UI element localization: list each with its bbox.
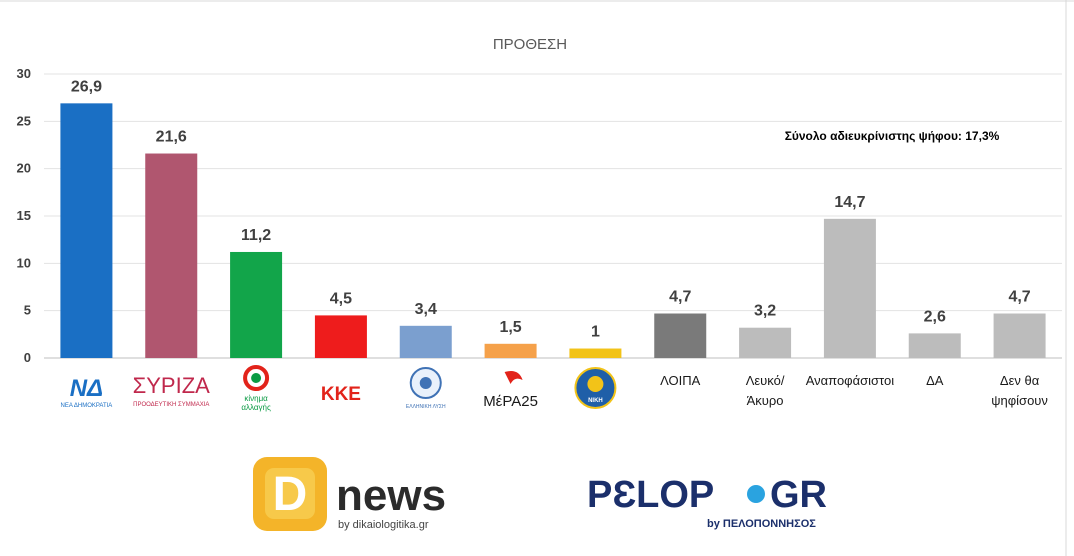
category-label: Λευκό/Άκυρο: [746, 373, 785, 408]
category-label: Άκυρο: [747, 393, 784, 408]
y-tick-label: 15: [17, 208, 31, 223]
category-label: ΔΑ: [926, 373, 944, 388]
chart-title: ΠΡΟΘΕΣΗ: [493, 36, 567, 53]
data-label: 3,2: [754, 303, 776, 320]
data-label: 4,7: [1008, 289, 1030, 306]
bars: [60, 103, 1046, 358]
pelop-dot: [747, 485, 765, 503]
syriza-logo-sub: ΠΡΟΟΔΕΥΤΙΚΗ ΣΥΜΜΑΧΙΑ: [133, 402, 209, 408]
mera25-logo-icon: [504, 371, 523, 384]
kinal-logo-text: αλλαγής: [241, 403, 271, 412]
data-label: 14,7: [834, 194, 865, 211]
category-kke: ΚΚΕ: [321, 384, 361, 405]
bar: [654, 313, 707, 358]
undecided-total-annotation: Σύνολο αδιευκρίνιστης ψήφου: 17,3%: [785, 129, 1000, 143]
category-niki: ΝΙΚΗ: [574, 367, 617, 409]
category-label: Λευκό/: [746, 373, 785, 388]
data-label: 1: [591, 324, 600, 341]
category-label: Αναποφάσιστοι: [806, 373, 895, 388]
y-axis-ticks: 0 5 10 15 20 25 30: [17, 66, 31, 365]
category-label: ΔΑ: [926, 373, 944, 388]
nd-logo-sub: ΝΕΑ ΔΗΜΟΚΡΑΤΙΑ: [61, 403, 113, 409]
mera25-logo-text: ΜέΡΑ25: [483, 393, 538, 410]
bar: [399, 325, 452, 358]
data-label: 2,6: [924, 308, 946, 325]
category-label: ΛΟΙΠΑ: [660, 373, 701, 388]
category-elliniki-lysi: ΕΛΛΗΝΙΚΗ ΛΥΣΗ: [406, 367, 446, 410]
data-label: 3,4: [415, 301, 437, 318]
dnews-name: news: [336, 471, 446, 520]
niki-logo-figure: [587, 376, 604, 392]
bar: [484, 343, 537, 358]
pelop-logo: PƐLOP GR by ΠΕΛΟΠΟΝΝΗΣΟΣ: [587, 474, 827, 530]
elliniki-lysi-logo-center: [419, 377, 432, 389]
bar: [908, 333, 961, 358]
gridlines: [44, 73, 1062, 359]
y-tick-label: 10: [17, 255, 31, 270]
data-label: 4,7: [669, 289, 691, 306]
bar: [145, 153, 198, 358]
kinal-logo-center: [251, 373, 262, 383]
category-label: Αναποφάσιστοι: [806, 373, 895, 388]
kinal-logo-text: κίνημα: [244, 394, 268, 403]
bar: [314, 315, 367, 358]
category-label: ψηφίσουν: [991, 393, 1048, 408]
bar: [993, 313, 1046, 358]
dnews-letter: D: [273, 468, 308, 521]
pelop-name-left: PƐLOP: [587, 474, 714, 516]
pelop-name-right: GR: [770, 474, 827, 516]
bar: [60, 103, 113, 358]
bar: [230, 251, 283, 358]
nd-logo-icon: ΝΔ: [70, 375, 103, 402]
y-tick-label: 20: [17, 161, 31, 176]
data-label: 1,5: [499, 319, 521, 336]
category-label: Δεν θα ψηφίσουν: [991, 373, 1048, 408]
elliniki-lysi-logo-text: ΕΛΛΗΝΙΚΗ ΛΥΣΗ: [406, 404, 446, 410]
bar: [823, 218, 876, 358]
niki-logo-text: ΝΙΚΗ: [588, 398, 603, 404]
kke-logo-icon: ΚΚΕ: [321, 384, 361, 405]
data-label: 11,2: [241, 227, 271, 244]
data-label: 26,9: [71, 78, 102, 95]
category-label: ΛΟΙΠΑ: [660, 373, 701, 388]
y-tick-label: 25: [17, 113, 31, 128]
dnews-logo: D news by dikaiologitika.gr: [253, 457, 446, 531]
dnews-sub: by dikaiologitika.gr: [338, 519, 429, 531]
data-labels: 26,921,611,24,53,41,5 14,73,214,72,64,7: [71, 78, 1031, 340]
y-tick-label: 0: [24, 350, 31, 365]
category-label: Δεν θα: [1000, 373, 1040, 388]
y-tick-label: 30: [17, 66, 31, 81]
data-label: 21,6: [156, 129, 187, 146]
syriza-logo-icon: ΣΥΡΙΖΑ: [133, 373, 210, 398]
bar: [569, 348, 622, 358]
y-tick-label: 5: [24, 303, 31, 318]
category-syriza: ΣΥΡΙΖΑ ΠΡΟΟΔΕΥΤΙΚΗ ΣΥΜΜΑΧΙΑ: [133, 373, 210, 408]
pelop-sub: by ΠΕΛΟΠΟΝΝΗΣΟΣ: [707, 518, 816, 530]
data-label: 4,5: [330, 290, 352, 307]
bar: [739, 327, 792, 358]
category-mera25: ΜέΡΑ25: [483, 371, 538, 410]
